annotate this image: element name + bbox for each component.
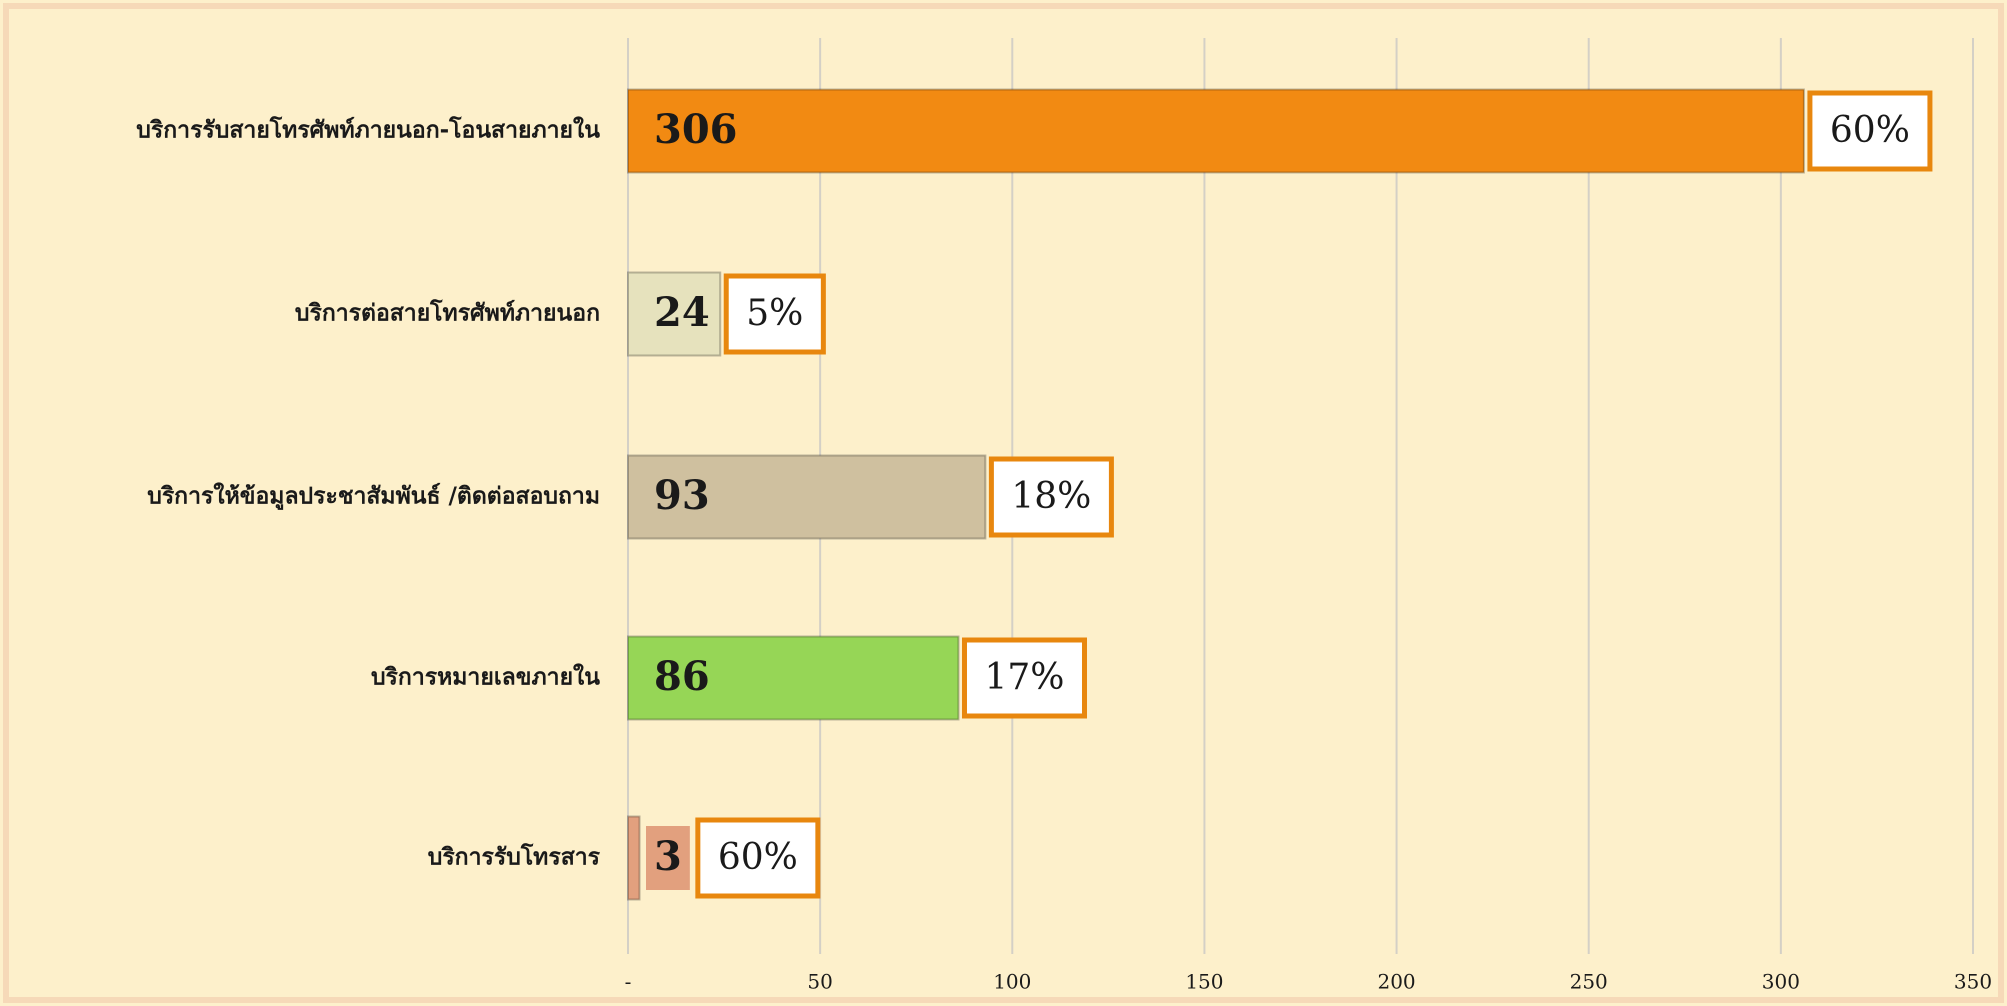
percent-box (1807, 90, 1933, 172)
percent-box (988, 456, 1114, 538)
category-label: บริการต่อสายโทรศัพท์ภายนอก (295, 299, 600, 327)
value-label: 93 (654, 472, 710, 519)
bar (627, 271, 722, 357)
bar (627, 88, 1805, 174)
bar (627, 815, 641, 901)
x-tick-label: 350 (1954, 970, 1992, 994)
percent-label: 60% (718, 837, 798, 878)
x-tick-label: - (625, 970, 632, 994)
value-label: 24 (654, 289, 710, 336)
percent-box (695, 817, 821, 899)
value-label: 306 (654, 106, 738, 153)
value-label-bg (646, 826, 690, 890)
percent-label: 18% (1011, 476, 1091, 517)
x-tick-label: 150 (1185, 970, 1223, 994)
percent-label: 5% (746, 293, 803, 334)
bar (627, 635, 960, 721)
category-label: บริการหมายเลขภายใน (371, 663, 600, 691)
percent-box (961, 637, 1088, 719)
value-label: 86 (654, 653, 710, 700)
x-tick-label: 300 (1762, 970, 1800, 994)
bar (627, 454, 987, 540)
category-label: บริการรับโทรสาร (428, 843, 601, 871)
category-label: บริการให้ข้อมูลประชาสัมพันธ์ /ติดต่อสอบถ… (147, 482, 600, 511)
x-tick-label: 200 (1377, 970, 1415, 994)
percent-label: 60% (1830, 110, 1910, 151)
x-tick-label: 100 (993, 970, 1031, 994)
percent-box (723, 273, 826, 355)
x-tick-label: 50 (807, 970, 832, 994)
value-label: 3 (654, 833, 682, 880)
x-tick-label: 250 (1570, 970, 1608, 994)
percent-label: 17% (984, 657, 1064, 698)
category-label: บริการรับสายโทรศัพท์ภายนอก-โอนสายภายใน (136, 116, 600, 144)
